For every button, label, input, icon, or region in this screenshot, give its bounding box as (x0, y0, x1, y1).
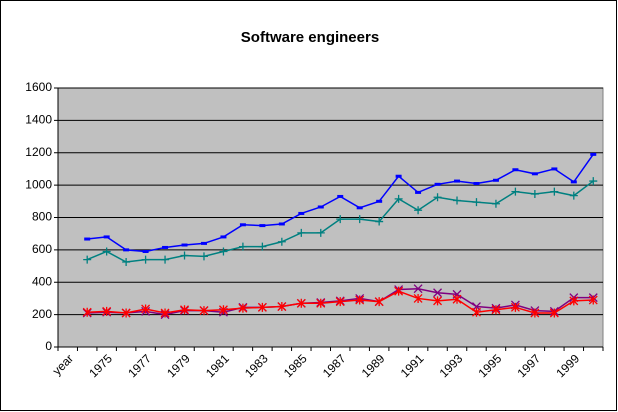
point-marker (413, 293, 423, 303)
point-marker (550, 187, 559, 196)
point-marker (316, 228, 325, 237)
point-marker (569, 191, 578, 200)
y-tick-label: 1400 (25, 113, 52, 127)
point-marker (297, 228, 306, 237)
point-marker (141, 255, 150, 264)
point-marker (549, 308, 559, 318)
point-marker (180, 305, 189, 315)
point-marker (161, 255, 170, 264)
y-tick-label: 200 (32, 307, 52, 321)
point-marker (375, 217, 384, 226)
y-tick-label: 800 (32, 210, 52, 224)
point-marker (180, 251, 189, 260)
point-marker (374, 297, 384, 307)
point-marker (491, 199, 500, 208)
point-marker (569, 296, 579, 306)
y-tick-label: 600 (32, 242, 52, 256)
point-marker (296, 298, 306, 308)
point-marker (355, 215, 364, 224)
point-marker (102, 306, 112, 316)
point-marker (530, 308, 540, 318)
point-marker (218, 305, 228, 315)
point-marker (433, 288, 443, 298)
point-marker (452, 294, 462, 304)
point-marker (433, 193, 442, 202)
point-marker (258, 242, 267, 251)
point-marker (122, 258, 131, 267)
point-marker (82, 307, 92, 317)
point-marker (394, 286, 404, 296)
point-marker (102, 247, 111, 256)
point-marker (530, 190, 539, 199)
point-marker (472, 198, 481, 207)
chart-title: Software engineers (241, 29, 379, 46)
y-tick-label: 400 (32, 274, 52, 288)
point-marker (355, 295, 365, 305)
point-marker (394, 194, 403, 203)
point-marker (472, 307, 481, 317)
point-marker (238, 303, 248, 313)
point-marker (511, 187, 520, 196)
point-marker (336, 215, 345, 224)
point-marker (413, 284, 423, 294)
point-marker (199, 306, 209, 316)
point-marker (160, 308, 170, 318)
point-marker (238, 242, 247, 251)
point-marker (219, 247, 228, 256)
point-marker (199, 252, 208, 261)
point-marker (433, 296, 443, 306)
point-marker (141, 304, 151, 314)
point-marker (588, 295, 598, 305)
y-tick-label: 1600 (25, 80, 52, 94)
point-marker (491, 305, 501, 315)
point-marker (257, 302, 267, 312)
point-marker (277, 237, 286, 246)
y-tick-label: 0 (45, 339, 52, 353)
y-tick-label: 1200 (25, 145, 52, 159)
point-marker (277, 302, 287, 312)
point-marker (335, 297, 345, 307)
point-marker (453, 196, 462, 205)
point-marker (316, 298, 326, 308)
point-marker (83, 255, 92, 264)
point-marker (589, 177, 598, 186)
y-tick-label: 1000 (25, 177, 52, 191)
point-marker (121, 308, 131, 318)
point-marker (510, 302, 520, 312)
point-marker (414, 206, 423, 215)
